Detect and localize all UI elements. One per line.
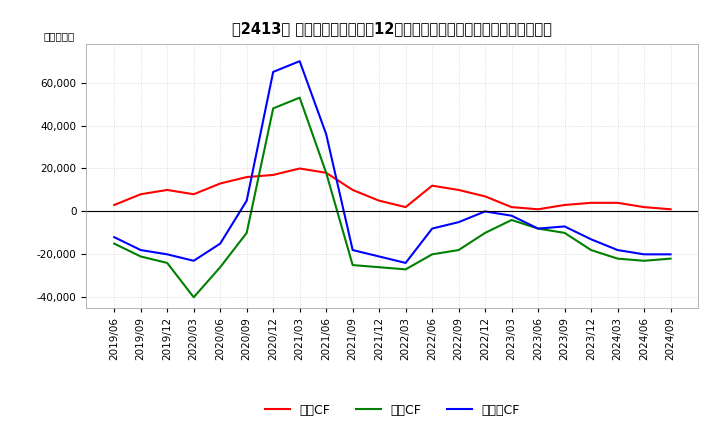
フリーCF <box>375 254 384 259</box>
フリーCF <box>189 258 198 264</box>
フリーCF <box>401 260 410 266</box>
投資CF <box>534 226 542 231</box>
投資CF <box>189 295 198 300</box>
投資CF <box>348 262 357 268</box>
フリーCF <box>269 69 277 74</box>
フリーCF <box>640 252 649 257</box>
Line: 営業CF: 営業CF <box>114 169 670 209</box>
投資CF <box>269 106 277 111</box>
フリーCF <box>243 198 251 203</box>
営業CF <box>666 207 675 212</box>
Line: フリーCF: フリーCF <box>114 61 670 263</box>
投資CF <box>136 254 145 259</box>
フリーCF <box>481 209 490 214</box>
投資CF <box>666 256 675 261</box>
営業CF <box>428 183 436 188</box>
営業CF <box>110 202 119 208</box>
投資CF <box>560 230 569 235</box>
営業CF <box>295 166 304 171</box>
フリーCF <box>110 235 119 240</box>
投資CF <box>216 264 225 270</box>
投資CF <box>110 241 119 246</box>
営業CF <box>587 200 595 205</box>
投資CF <box>508 217 516 223</box>
投資CF <box>428 252 436 257</box>
投資CF <box>587 247 595 253</box>
投資CF <box>481 230 490 235</box>
投資CF <box>454 247 463 253</box>
営業CF <box>136 191 145 197</box>
フリーCF <box>136 247 145 253</box>
営業CF <box>375 198 384 203</box>
フリーCF <box>613 247 622 253</box>
営業CF <box>348 187 357 193</box>
フリーCF <box>587 237 595 242</box>
投資CF <box>613 256 622 261</box>
投資CF <box>322 170 330 176</box>
フリーCF <box>508 213 516 218</box>
Legend: 営業CF, 投資CF, フリーCF: 営業CF, 投資CF, フリーCF <box>260 399 525 422</box>
投資CF <box>243 230 251 235</box>
営業CF <box>508 205 516 210</box>
営業CF <box>534 207 542 212</box>
営業CF <box>401 205 410 210</box>
Title: 【2413】 キャッシュフローの12か月移動合計の対前年同期増減額の推移: 【2413】 キャッシュフローの12か月移動合計の対前年同期増減額の推移 <box>233 21 552 36</box>
営業CF <box>560 202 569 208</box>
投資CF <box>295 95 304 100</box>
Text: （百万円）: （百万円） <box>43 31 75 41</box>
営業CF <box>481 194 490 199</box>
フリーCF <box>295 59 304 64</box>
営業CF <box>216 181 225 186</box>
営業CF <box>163 187 171 193</box>
投資CF <box>163 260 171 266</box>
投資CF <box>640 258 649 264</box>
Line: 投資CF: 投資CF <box>114 98 670 297</box>
フリーCF <box>348 247 357 253</box>
営業CF <box>613 200 622 205</box>
営業CF <box>454 187 463 193</box>
フリーCF <box>454 220 463 225</box>
フリーCF <box>163 252 171 257</box>
フリーCF <box>216 241 225 246</box>
フリーCF <box>666 252 675 257</box>
営業CF <box>322 170 330 176</box>
フリーCF <box>322 132 330 137</box>
営業CF <box>189 191 198 197</box>
営業CF <box>269 172 277 178</box>
営業CF <box>243 174 251 180</box>
投資CF <box>401 267 410 272</box>
フリーCF <box>428 226 436 231</box>
フリーCF <box>534 226 542 231</box>
投資CF <box>375 264 384 270</box>
フリーCF <box>560 224 569 229</box>
営業CF <box>640 205 649 210</box>
